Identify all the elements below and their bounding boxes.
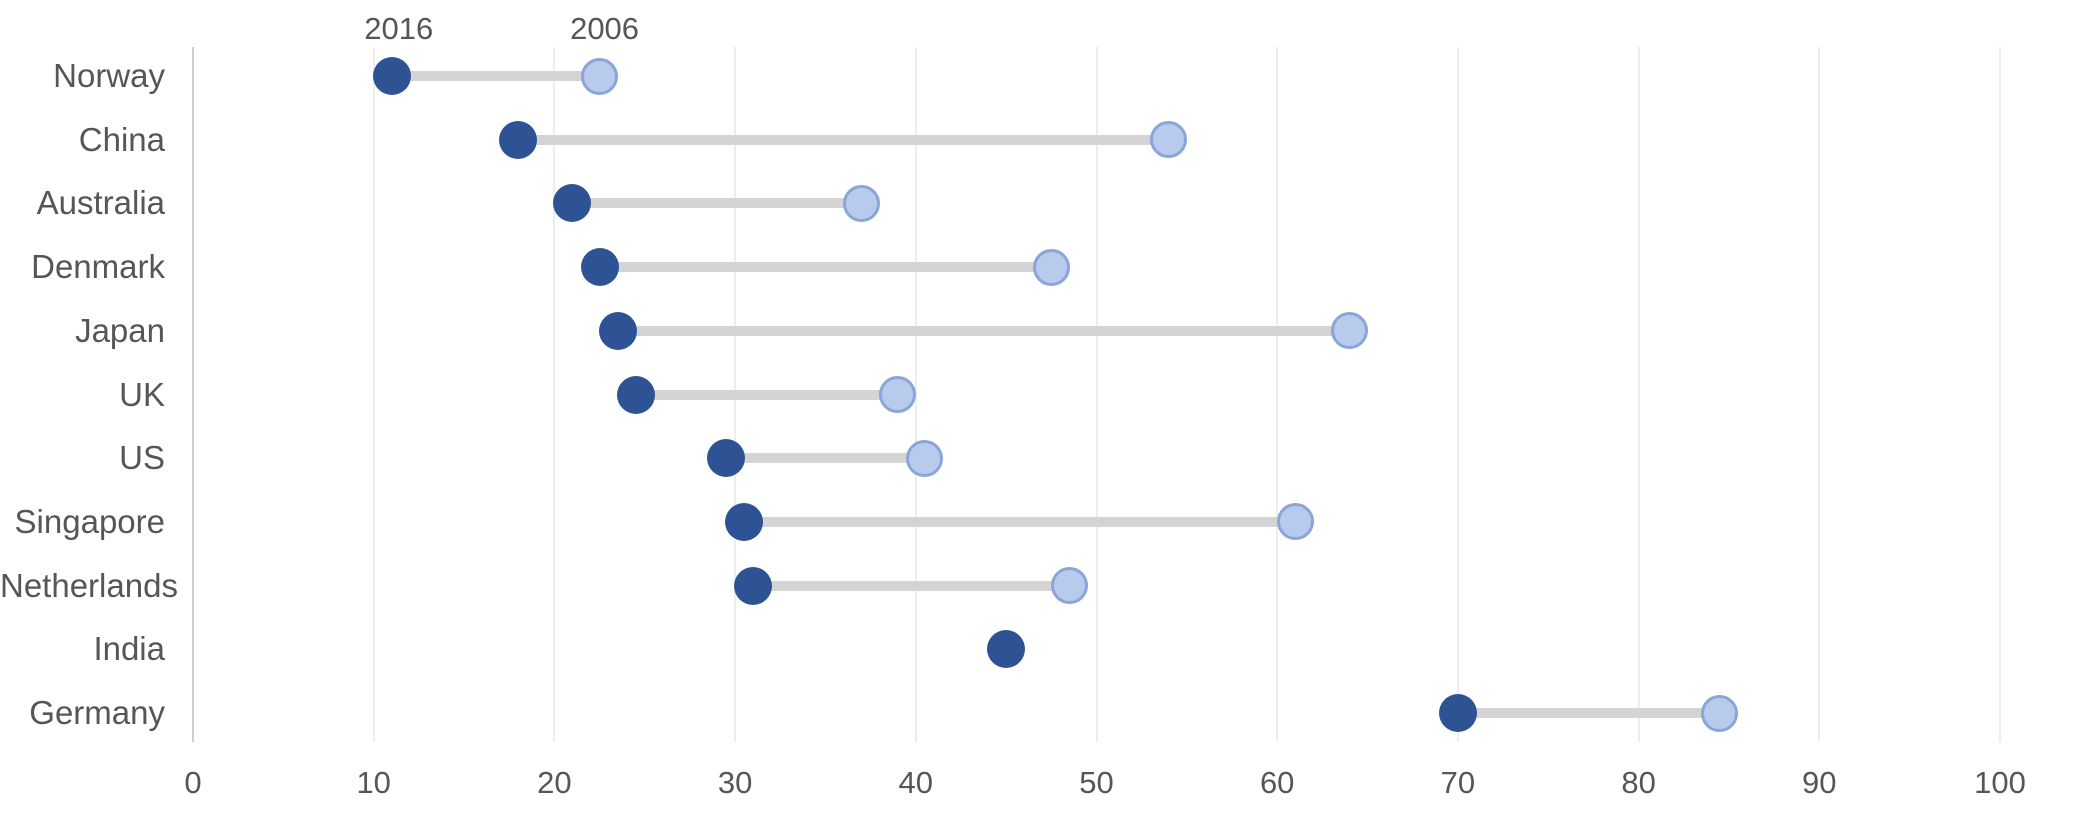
country-label: Japan xyxy=(75,311,165,349)
dot-2006 xyxy=(906,439,944,477)
connector-bar xyxy=(599,262,1052,273)
y-axis-line xyxy=(192,47,194,742)
dot-2006 xyxy=(1276,503,1314,541)
gridline xyxy=(1456,47,1459,742)
connector-bar xyxy=(617,325,1350,336)
connector-bar xyxy=(391,71,600,81)
x-tick-label: 20 xyxy=(537,765,572,800)
country-label: Denmark xyxy=(31,248,165,286)
x-tick-label: 100 xyxy=(1974,765,2026,800)
dot-2006 xyxy=(1150,121,1188,159)
gridline xyxy=(1999,47,2001,742)
connector-bar xyxy=(572,198,862,209)
dot-2016 xyxy=(372,57,411,95)
connector-bar xyxy=(744,516,1296,527)
dot-2006 xyxy=(581,57,619,95)
x-tick-label: 0 xyxy=(184,765,202,800)
connector-bar xyxy=(1457,708,1720,718)
dot-2016 xyxy=(553,184,592,223)
dot-2006 xyxy=(879,376,917,413)
gridline xyxy=(1276,47,1279,742)
x-tick-label: 30 xyxy=(717,765,753,800)
x-tick-label: 70 xyxy=(1440,765,1476,800)
country-label: US xyxy=(119,439,165,477)
x-tick-label: 50 xyxy=(1079,765,1114,800)
connector-bar xyxy=(518,134,1169,145)
connector-bar xyxy=(635,389,898,400)
gridline xyxy=(1637,47,1640,742)
country-label: Germany xyxy=(29,694,165,731)
year-label-2006: 2006 xyxy=(570,11,640,46)
x-tick-label: 40 xyxy=(898,765,934,800)
year-label-2016: 2016 xyxy=(364,11,434,46)
dot-2016 xyxy=(499,120,538,159)
x-tick-label: 10 xyxy=(356,765,391,800)
dot-2006 xyxy=(843,184,881,222)
country-label: China xyxy=(78,120,165,158)
dot-2016 xyxy=(707,439,746,478)
dot-2016 xyxy=(1438,694,1477,732)
dot-2016 xyxy=(734,566,773,605)
dot-2006 xyxy=(1050,567,1088,605)
country-label: India xyxy=(93,630,165,668)
country-label: Australia xyxy=(36,184,165,222)
dot-2006 xyxy=(1032,248,1070,286)
connector-bar xyxy=(726,453,925,464)
connector-bar xyxy=(753,580,1070,591)
dot-2016 xyxy=(616,375,655,414)
dot-2016 xyxy=(725,502,764,541)
dot-2006 xyxy=(1330,312,1368,350)
country-label: Netherlands xyxy=(0,566,178,604)
gridline xyxy=(372,47,375,742)
gridline xyxy=(1095,47,1098,742)
dot-2006 xyxy=(1701,694,1739,732)
x-tick-label: 60 xyxy=(1259,765,1295,800)
dot-2016 xyxy=(598,311,637,350)
country-label: UK xyxy=(119,375,165,413)
x-tick-label: 90 xyxy=(1802,765,1837,800)
country-label: Norway xyxy=(53,57,165,94)
dot-2016 xyxy=(580,248,619,287)
dot-2016 xyxy=(987,630,1026,669)
country-label: Singapore xyxy=(14,502,165,540)
gridline xyxy=(553,47,556,742)
gridline xyxy=(1818,47,1821,742)
x-tick-label: 80 xyxy=(1621,765,1656,800)
